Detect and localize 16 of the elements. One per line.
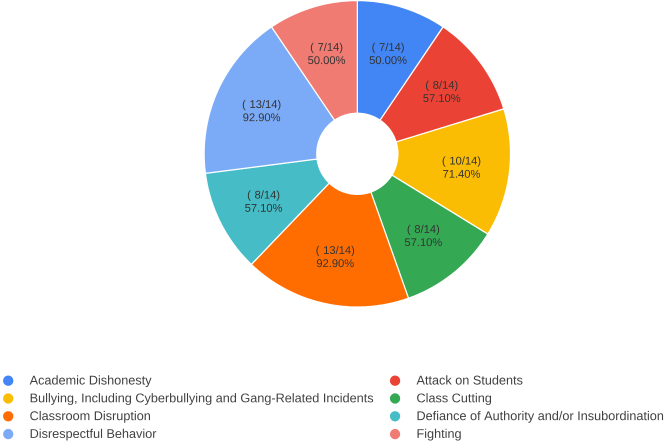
legend-label: Academic Dishonesty [30,376,152,388]
legend-label: Fighting [418,428,461,441]
data-label: ( 8/14) 57.10% [404,224,442,246]
legend-label: Defiance of Authority and/or Insubordination [418,411,664,423]
legend-label: Class Cutting [417,393,492,406]
legend-label: Classroom Disruption [30,411,150,423]
data-label: ( 8/14) 57.10% [423,80,460,102]
legend-label: Disrespectful Behavior [30,428,156,441]
legend-label: Attack on Students [416,376,522,385]
legend-label: Bullying, Including Cyberbullying and Gang-Related Incidents [30,393,374,406]
data-label: ( 13/14) 92.90% [242,100,280,122]
data-label: ( 13/14) 92.90% [316,246,354,268]
data-label: ( 7/14) 50.00% [308,42,346,64]
data-label: ( 8/14) 57.10% [245,190,282,212]
data-label: ( 10/14) 71.40% [442,156,480,178]
data-label: ( 7/14) 50.00% [370,42,407,64]
